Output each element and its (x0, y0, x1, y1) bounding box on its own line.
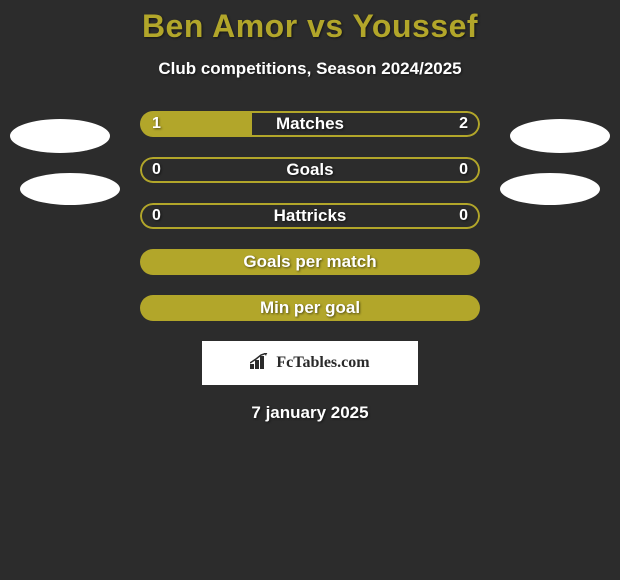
subtitle: Club competitions, Season 2024/2025 (0, 59, 620, 79)
stat-label: Matches (140, 111, 480, 137)
player-right-avatar (510, 119, 610, 153)
stat-label: Goals (140, 157, 480, 183)
stat-label: Min per goal (140, 295, 480, 321)
comparison-card: Ben Amor vs Youssef Club competitions, S… (0, 0, 620, 580)
team-right-avatar (500, 173, 600, 205)
stat-label: Goals per match (140, 249, 480, 275)
watermark: FcTables.com (202, 341, 418, 385)
value-right: 2 (459, 111, 468, 137)
value-right: 0 (459, 203, 468, 229)
stat-row-goals-per-match: Goals per match (140, 249, 480, 275)
stat-row-goals: 0 Goals 0 (140, 157, 480, 183)
watermark-icon (250, 353, 272, 374)
value-right: 0 (459, 157, 468, 183)
page-title: Ben Amor vs Youssef (0, 0, 620, 45)
stat-row-matches: 1 Matches 2 (140, 111, 480, 137)
date: 7 january 2025 (0, 403, 620, 423)
stat-row-hattricks: 0 Hattricks 0 (140, 203, 480, 229)
team-left-avatar (20, 173, 120, 205)
watermark-text: FcTables.com (276, 354, 369, 372)
player-left-avatar (10, 119, 110, 153)
stat-row-min-per-goal: Min per goal (140, 295, 480, 321)
stat-label: Hattricks (140, 203, 480, 229)
